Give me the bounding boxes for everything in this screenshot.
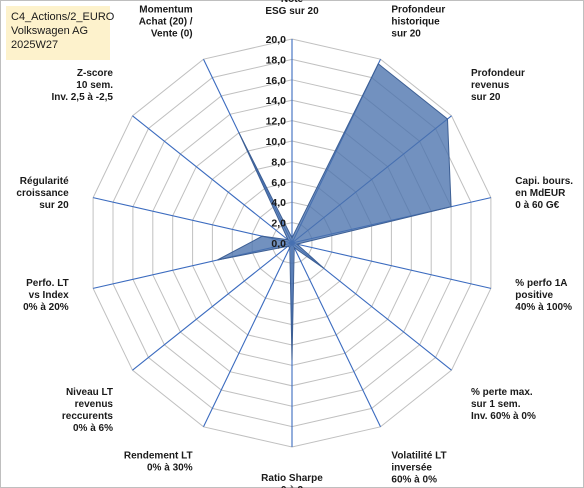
tick-label: 16,0 [266,75,287,87]
axis-label: % perfo 1A positive 40% à 100% [515,278,572,313]
axis-label: % perte max. sur 1 sem. Inv. 60% à 0% [471,387,536,422]
tick-label: 12,0 [266,116,287,128]
chart-title-box: C4_Actions/2_EURO Volkswagen AG 2025W27 [6,6,115,60]
tick-label: 2,0 [271,218,286,230]
tick-label: 20,0 [266,34,287,46]
radar-spoke [291,242,492,289]
tick-label: 8,0 [271,156,286,168]
title-line-1: C4_Actions/2_EURO [11,11,115,23]
axis-label: Capi. bours. en MdEUR 0 à 60 G€ [515,176,573,211]
radar-spoke [132,115,293,244]
radar-spoke [291,242,381,428]
axis-label: Régularité croissance sur 20 [16,176,69,211]
axis-label: Momentum Achat (20) / Vente (0) [139,5,193,40]
axis-label: Ratio Sharpe0 à 2 [261,473,323,488]
tick-label: 0,0 [271,238,286,250]
tick-label: 14,0 [266,95,287,107]
radar-tick-labels: 0,0 2,0 4,0 6,0 8,0 10,0 12,0 14,0 16,0 18,0 20,0 [266,34,287,250]
axis-label: Niveau LT revenus reccurents 0% à 6% [62,387,114,434]
radar-spoke [132,242,293,371]
axis-label: Perfo. LT vs Index 0% à 20% [23,278,69,313]
axis-label: Profondeur historique sur 20 [391,5,445,40]
axis-label: Volatilité LT inversée 60% à 0% [391,450,446,485]
tick-label: 18,0 [266,54,287,66]
title-line-2: Volkswagen AG [11,25,89,37]
tick-label: 6,0 [271,177,286,189]
title-line-3: 2025W27 [11,39,59,51]
radar-series [217,63,452,361]
tick-label: 10,0 [266,136,287,148]
series-area [217,63,452,361]
radar-spoke [203,242,293,428]
radar-spoke [92,197,293,244]
axis-label: Z-score 10 sem. Inv. 2,5 à -2,5 [51,68,113,103]
tick-label: 4,0 [271,197,286,209]
axis-label: Rendement LT 0% à 30% [124,450,193,473]
axis-label: Profondeur revenus sur 20 [471,68,525,103]
axis-label: NoteESG sur 20 [265,0,319,17]
